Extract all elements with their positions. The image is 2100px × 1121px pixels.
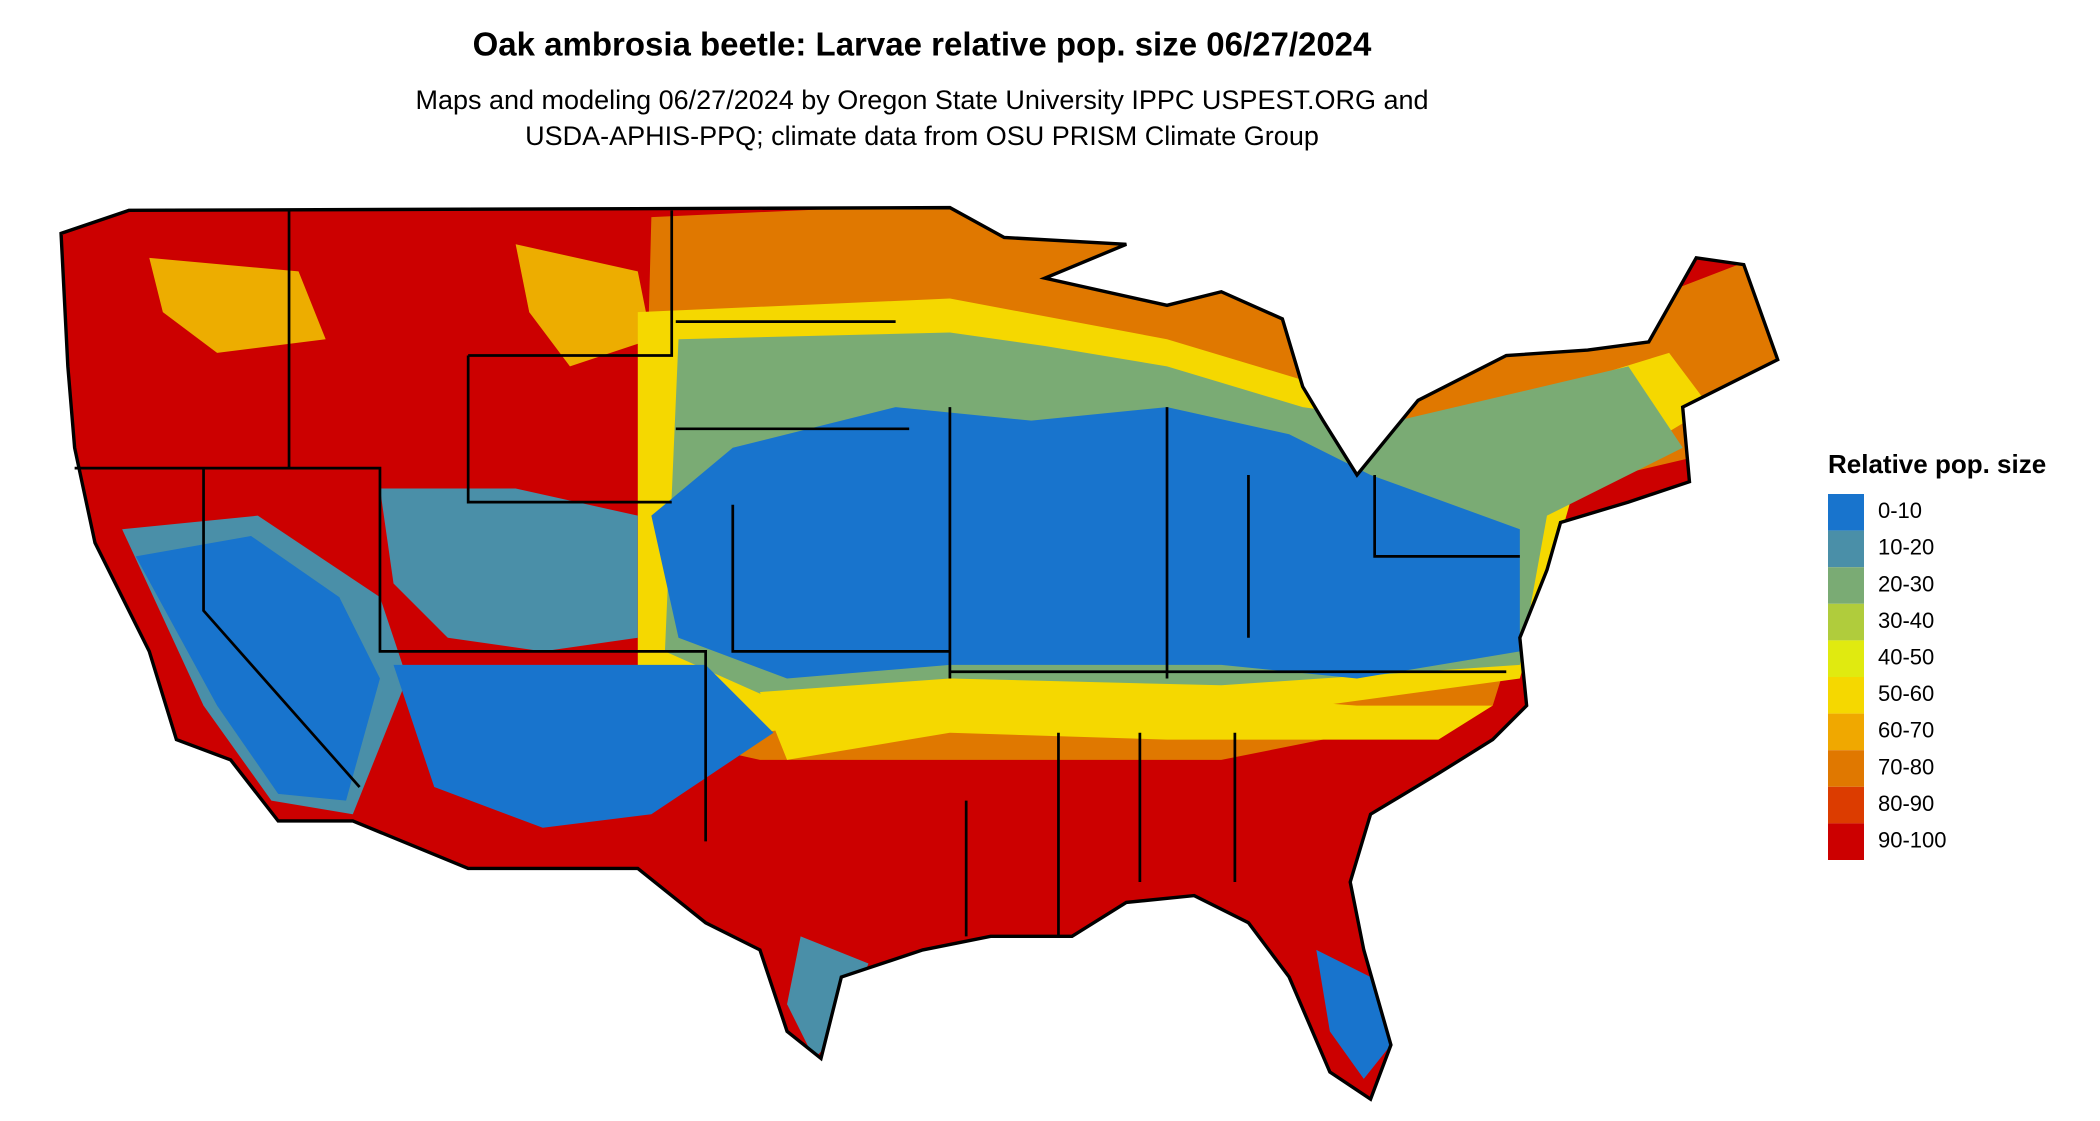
legend-label: 90-100 [1878,828,1947,853]
legend-title: Relative pop. size [1828,449,2046,479]
state-borders [74,210,1520,937]
map [59,205,1780,1101]
legend-swatch [1828,677,1864,714]
map-subtitle: USDA-APHIS-PPQ; climate data from OSU PR… [525,121,1319,151]
legend-swatch [1828,567,1864,604]
legend-label: 20-30 [1878,571,1934,596]
legend-swatch [1828,640,1864,677]
legend-swatch [1828,603,1864,641]
legend-swatch [1828,750,1864,787]
legend-swatch [1828,713,1864,751]
legend-label: 10-20 [1878,535,1934,560]
legend-label: 0-10 [1878,498,1922,523]
legend-label: 50-60 [1878,681,1934,706]
legend-swatch [1828,494,1864,531]
map-subtitle: Maps and modeling 06/27/2024 by Oregon S… [415,85,1428,115]
legend-label: 80-90 [1878,791,1934,816]
legend-label: 40-50 [1878,645,1934,670]
legend-swatch [1828,786,1864,824]
legend-label: 30-40 [1878,608,1934,633]
legend: 0-10 10-20 20-30 30-40 40-50 50-60 60-70 70-80 8… [1828,494,1947,860]
legend-swatch [1828,530,1864,568]
map-title: Oak ambrosia beetle: Larvae relative pop… [473,26,1372,63]
legend-label: 60-70 [1878,718,1934,743]
legend-swatch [1828,823,1864,860]
legend-label: 70-80 [1878,754,1934,779]
